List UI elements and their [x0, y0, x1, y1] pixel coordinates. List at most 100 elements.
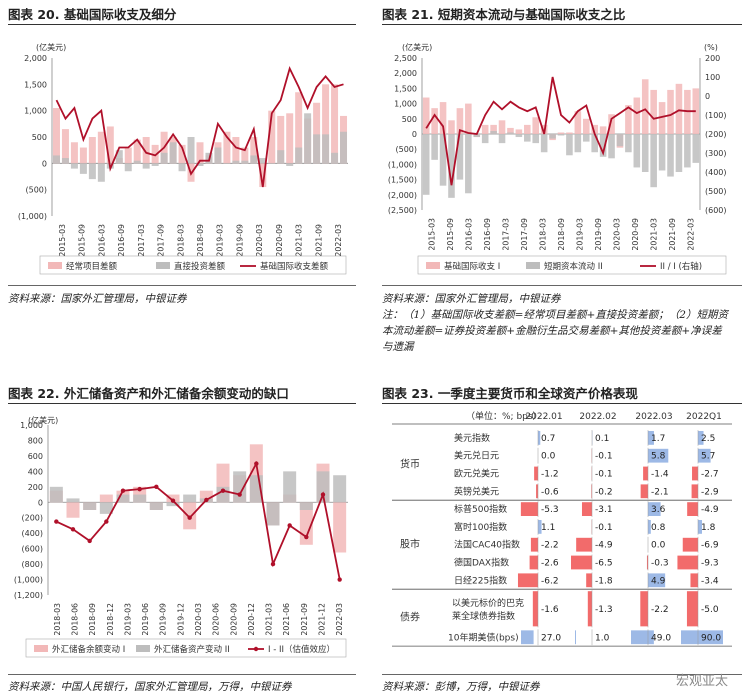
cell-value: 2.5	[701, 434, 715, 444]
cell-bar	[692, 466, 698, 481]
row-label: 10年期美债(bps)	[448, 631, 519, 643]
note-line: 本流动差额=证券投资差额+金融衍生品交易差额+其他投资差额+净误差	[382, 325, 722, 337]
chart-22-title: 图表 22. 外汇储备资产和外汇储备余额变动的缺口	[8, 386, 289, 401]
x-tick-label: 2017-09	[520, 218, 529, 251]
cell-bar	[698, 431, 704, 445]
bar-series-1	[277, 115, 285, 164]
x-tick-label: 2018-03	[538, 218, 547, 251]
cell-bar	[536, 484, 538, 499]
bar-series-2	[79, 163, 87, 174]
line-series-3	[55, 460, 341, 580]
bar-series-2	[448, 134, 455, 198]
bar-series-1	[431, 108, 438, 134]
cell-value: 27.0	[541, 633, 561, 643]
cell-bar	[587, 591, 592, 627]
y-tick-label: 1,500	[24, 80, 47, 89]
cell-value: -3.4	[701, 576, 719, 586]
cell-value: -2.6	[541, 559, 559, 569]
y-right-tick-label: (200)	[705, 130, 727, 139]
cell-value: -1.4	[651, 470, 669, 480]
x-tick-label: 2020-09	[275, 224, 284, 257]
bar-series-1	[667, 89, 674, 134]
cell-bar	[575, 630, 576, 645]
y-tick-label: 500	[402, 115, 417, 124]
chart-21-title: 图表 21. 短期资本流动与基础国际收支之比	[382, 7, 626, 22]
cell-value: -2.1	[651, 487, 669, 497]
chart-20-source: 资料来源：国家外汇管理局，中银证券	[8, 293, 187, 305]
bar-series-2	[83, 502, 97, 510]
legend-box	[417, 255, 727, 275]
line-series-3	[55, 65, 344, 188]
y-tick-label: 1,500	[394, 84, 417, 93]
cell-bar	[646, 555, 648, 570]
cell-bar	[648, 520, 651, 534]
bar-series-2	[183, 494, 197, 503]
x-tick-label: 2019-03	[576, 218, 585, 251]
y-right-tick-label: 200	[705, 54, 720, 63]
x-tick-label: 2022-03	[335, 603, 344, 636]
bar-series-2	[187, 137, 195, 164]
bar-series-1	[532, 117, 540, 134]
bar-series-1	[259, 163, 267, 188]
bar-series-2	[582, 134, 590, 142]
cell-value: -5.0	[701, 605, 719, 615]
line-point	[254, 461, 259, 466]
cell-value: 1.7	[651, 434, 665, 444]
bar-series-1	[88, 137, 96, 164]
legend-label-2: 外汇储备资产变动 II	[154, 644, 230, 655]
x-tick-label: 2018-06	[70, 603, 79, 636]
y-right-tick-label: (400)	[705, 168, 727, 177]
cell-bar	[640, 484, 648, 499]
bar-series-2	[250, 155, 258, 164]
bar-series-1	[142, 137, 150, 164]
legend-label-3: 基础国际收支差额	[260, 261, 329, 272]
bar-series-1	[61, 129, 69, 164]
x-tick-label: 2020-12	[247, 603, 256, 636]
cell-value: 0.7	[541, 434, 555, 444]
x-tick-label: 2016-03	[464, 218, 473, 251]
cell-bar	[586, 573, 592, 588]
cell-bar	[698, 520, 702, 534]
cell-value: -2.2	[651, 605, 669, 615]
bar-series-2	[322, 134, 330, 164]
legend-swatch-2	[526, 262, 540, 269]
x-tick-label: 2019-09	[235, 224, 244, 257]
unit-label: (亿美元)	[36, 42, 66, 52]
bar-series-1	[515, 129, 523, 134]
cell-bar	[538, 431, 541, 445]
unit-label-right: (%)	[704, 43, 718, 52]
x-tick-label: 2016-09	[117, 224, 126, 257]
cell-value: 1.0	[595, 633, 610, 643]
bar-series-2	[684, 134, 691, 168]
x-tick-label: 2016-09	[483, 218, 492, 251]
cell-value: -1.2	[541, 470, 559, 480]
row-label: 标普500指数	[454, 503, 507, 515]
x-tick-label: 2021-09	[300, 603, 309, 636]
x-tick-label: 2021-03	[650, 218, 659, 251]
row-label: 美元指数	[454, 432, 490, 444]
legend-label-2: 短期资本流动 II	[544, 261, 603, 272]
bar-series-2	[124, 163, 132, 172]
y-tick-label: 2,500	[394, 54, 417, 63]
legend-label-2: 直接投资差额	[174, 261, 226, 272]
y-tick-label: (1,500)	[388, 176, 417, 185]
cell-value: -0.6	[541, 487, 559, 497]
row-label: 富时100指数	[454, 521, 507, 533]
bar-series-2	[178, 163, 186, 172]
bar-series-1	[507, 127, 514, 134]
y-tick-label: (1,000)	[18, 212, 47, 221]
line-point	[170, 498, 176, 503]
x-tick-label: 2015-03	[427, 218, 436, 251]
source-rule	[382, 285, 742, 286]
bar-series-1	[633, 97, 641, 134]
x-tick-label: 2018-03	[176, 224, 185, 257]
bar-series-2	[286, 163, 294, 166]
bar-series-2	[574, 134, 582, 153]
bar-series-2	[133, 160, 141, 164]
bar-series-2	[316, 471, 330, 503]
line-point	[320, 492, 326, 497]
cell-bar	[538, 520, 542, 534]
line-point	[104, 519, 109, 524]
y-right-tick-label: (100)	[705, 111, 727, 120]
cell-bar	[698, 448, 711, 463]
